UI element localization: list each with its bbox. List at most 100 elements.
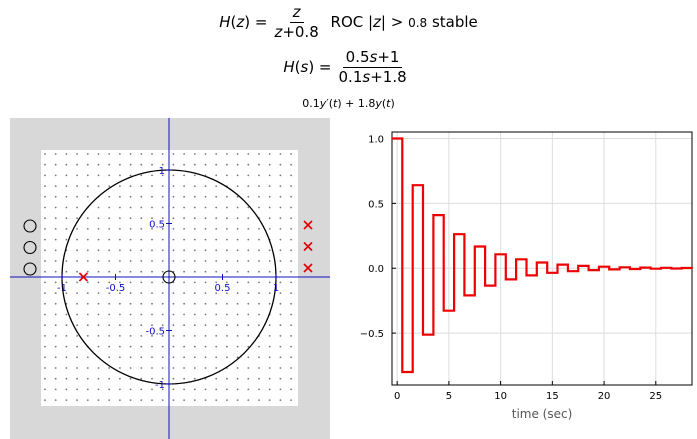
grid-dot: [54, 195, 57, 198]
grid-dot: [279, 356, 282, 359]
palette-pole[interactable]: [303, 220, 313, 230]
grid-dot: [193, 281, 196, 284]
grid-dot: [193, 367, 196, 369]
grid-dot: [54, 281, 57, 284]
pole-marker[interactable]: [78, 272, 88, 282]
grid-dot: [193, 174, 196, 177]
grid-dot: [108, 345, 111, 348]
grid-dot: [258, 388, 260, 391]
palette-zero[interactable]: [23, 262, 37, 276]
grid-dot: [65, 195, 68, 198]
grid-dot: [54, 367, 57, 369]
grid-dot: [129, 356, 132, 359]
grid-dot: [44, 377, 46, 380]
grid-dot: [97, 163, 100, 166]
grid-dot: [44, 399, 46, 401]
grid-dot: [86, 195, 89, 198]
palette-pole[interactable]: [303, 263, 313, 273]
grid-dot: [97, 153, 100, 155]
grid-dot: [268, 174, 271, 177]
grid-dot: [215, 228, 218, 230]
grid-dot: [129, 195, 132, 198]
grid-dot: [108, 324, 111, 327]
grid-dot: [236, 399, 239, 401]
grid-dot: [268, 388, 271, 391]
grid-dot: [183, 388, 186, 391]
grid-dot: [151, 302, 153, 305]
grid-dot: [108, 377, 111, 380]
grid-dot: [268, 195, 271, 198]
grid-dot: [204, 281, 207, 284]
grid-dot: [44, 292, 46, 294]
grid-dot: [215, 217, 218, 220]
grid-dot: [279, 260, 282, 262]
pz-palette[interactable]: [23, 219, 313, 276]
grid-dot: [54, 153, 57, 155]
palette-zero[interactable]: [23, 219, 37, 233]
grid-dot: [204, 345, 207, 348]
pz-markers[interactable]: [78, 270, 176, 284]
grid-dot: [76, 185, 78, 187]
grid-dot: [236, 356, 239, 359]
grid-dot: [76, 163, 78, 166]
grid-dot: [65, 313, 68, 316]
grid-dot: [268, 217, 271, 220]
grid-dot: [140, 388, 143, 391]
grid-dot: [161, 163, 164, 166]
grid-dot: [129, 206, 132, 209]
pole-zero-plot[interactable]: -1 -0.5 0.5 1 1 0.5 -0.5 -1: [0, 118, 330, 439]
grid-dot: [151, 281, 153, 284]
palette-zero[interactable]: [23, 240, 37, 255]
grid-dot: [129, 345, 132, 348]
grid-dot: [76, 195, 78, 198]
grid-dot: [279, 153, 282, 155]
real-axis-tick-label: -1: [57, 283, 67, 294]
grid-dot: [76, 260, 78, 262]
grid-dot: [290, 377, 292, 380]
grid-dot: [65, 388, 68, 391]
palette-pole[interactable]: [303, 241, 313, 252]
grid-dot: [108, 399, 111, 401]
grid-dot: [161, 281, 164, 284]
grid-dot: [54, 335, 57, 337]
grid-dot: [97, 324, 100, 327]
grid-dot: [204, 367, 207, 369]
grid-dot: [204, 388, 207, 391]
grid-dot: [65, 153, 68, 155]
grid-dot: [97, 292, 100, 294]
grid-dot: [108, 292, 111, 294]
grid-dot: [247, 174, 250, 177]
grid-dot: [97, 377, 100, 380]
grid-dot: [65, 367, 68, 369]
grid-dot: [290, 313, 292, 316]
real-axis-tick-label: 1: [273, 283, 279, 294]
grid-dot: [161, 217, 164, 220]
grid-dot: [86, 238, 89, 241]
grid-dot: [193, 313, 196, 316]
grid-dot: [129, 174, 132, 177]
zero-marker[interactable]: [162, 270, 176, 284]
grid-dot: [204, 260, 207, 262]
grid-dot: [108, 153, 111, 155]
grid-dot: [226, 356, 228, 359]
grid-dot: [161, 185, 164, 187]
grid-dot: [140, 195, 143, 198]
grid-dot: [193, 217, 196, 220]
grid-dot: [97, 388, 100, 391]
grid-dot: [76, 217, 78, 220]
grid-dot: [226, 174, 228, 177]
imag-axis-tick-label: -1: [155, 380, 165, 391]
grid-dot: [86, 228, 89, 230]
grid-dot: [161, 302, 164, 305]
grid-dot: [226, 313, 228, 316]
grid-dot: [108, 206, 111, 209]
grid-dot: [140, 249, 143, 252]
grid-dot: [86, 367, 89, 369]
grid-dot: [226, 388, 228, 391]
grid-dot: [204, 228, 207, 230]
grid-dot: [86, 217, 89, 220]
grid-dot: [172, 174, 175, 177]
grid-dot: [183, 153, 186, 155]
grid-dot: [172, 377, 175, 380]
grid-dot: [108, 367, 111, 369]
